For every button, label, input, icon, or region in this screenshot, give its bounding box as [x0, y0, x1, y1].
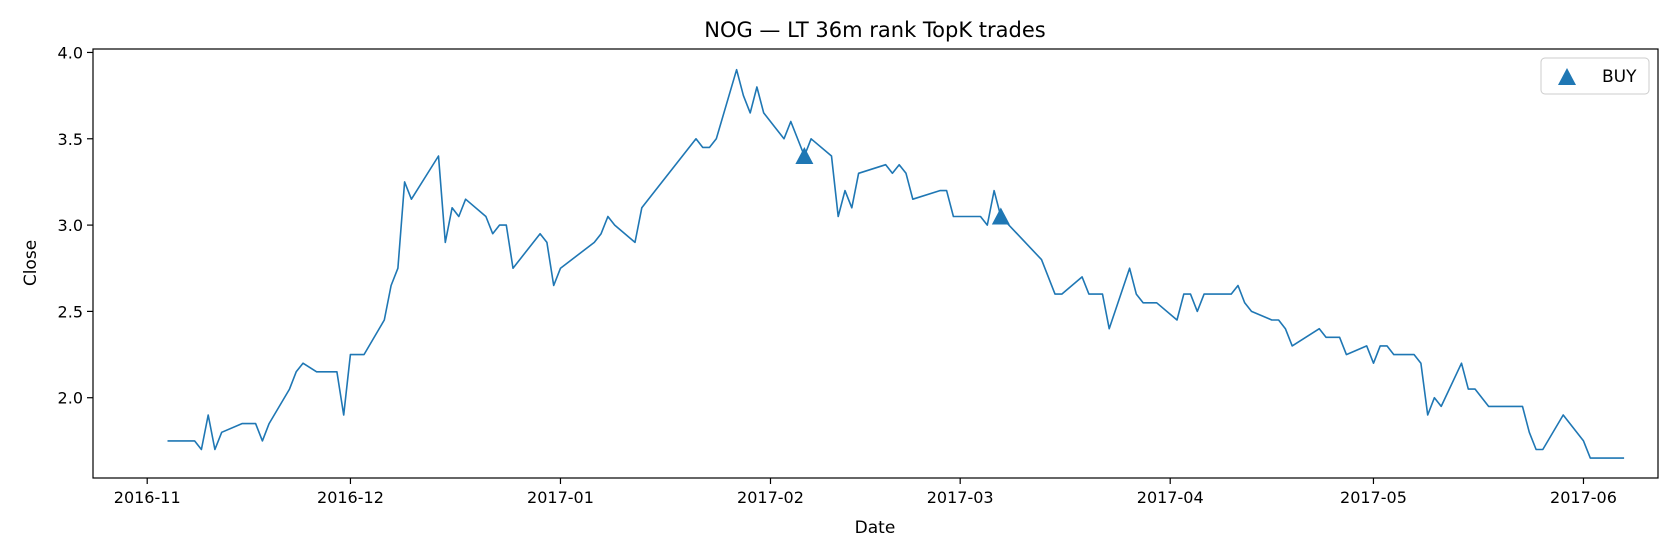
- buy-markers: [795, 147, 1010, 225]
- chart-title: NOG — LT 36m rank TopK trades: [704, 18, 1046, 42]
- y-tick-label: 2.0: [58, 389, 83, 408]
- legend-buy-label: BUY: [1602, 67, 1637, 87]
- close-price-line: [167, 68, 1625, 459]
- y-axis-label: Close: [21, 240, 41, 286]
- buy-marker: [991, 207, 1010, 225]
- x-tick-label: 2017-01: [527, 488, 594, 507]
- plot-frame: [92, 48, 1659, 479]
- plot-area: 2016-11 2016-12 2017-01 2017-02 2017-03 2017-…: [58, 43, 1659, 507]
- y-tick-label: 3.0: [58, 216, 83, 235]
- legend-buy-marker: [1558, 68, 1576, 85]
- x-tick-label: 2017-02: [737, 488, 804, 507]
- x-tick-label: 2016-12: [317, 488, 384, 507]
- buy-marker: [795, 147, 814, 165]
- y-tick-label: 4.0: [58, 43, 83, 62]
- x-tick-label: 2017-06: [1550, 488, 1617, 507]
- y-tick-label: 3.5: [58, 130, 83, 149]
- y-tick-label: 2.5: [58, 302, 83, 321]
- x-tick-label: 2017-05: [1340, 488, 1407, 507]
- x-tick-label: 2017-03: [927, 488, 994, 507]
- x-tick-label: 2017-04: [1137, 488, 1204, 507]
- y-axis: 2.0 2.5 3.0 3.5 4.0: [58, 43, 93, 408]
- legend: BUY: [1540, 57, 1650, 95]
- x-axis: 2016-11 2016-12 2017-01 2017-02 2017-03 2017-…: [114, 478, 1617, 507]
- x-axis-label: Date: [855, 518, 896, 538]
- x-tick-label: 2016-11: [114, 488, 181, 507]
